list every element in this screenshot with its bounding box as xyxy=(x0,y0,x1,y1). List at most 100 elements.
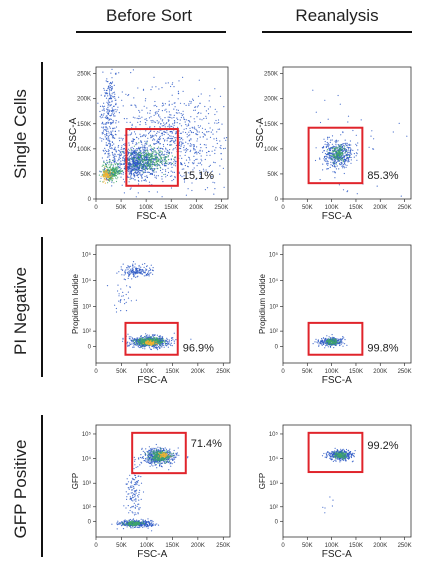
data-point xyxy=(156,105,158,108)
data-point xyxy=(173,114,175,116)
data-point xyxy=(172,171,174,173)
data-point xyxy=(175,161,177,163)
data-point xyxy=(147,150,149,152)
data-point xyxy=(106,101,108,103)
data-point xyxy=(113,172,115,174)
data-point xyxy=(150,264,152,266)
data-point xyxy=(136,338,139,340)
data-point xyxy=(125,93,127,95)
data-point xyxy=(171,166,173,168)
data-point xyxy=(130,178,132,180)
data-point xyxy=(154,139,156,141)
data-point xyxy=(173,116,175,119)
data-point xyxy=(330,344,332,346)
data-point xyxy=(335,147,337,149)
data-point xyxy=(190,101,192,103)
data-point xyxy=(131,150,133,152)
data-point xyxy=(326,150,328,152)
data-point xyxy=(212,181,214,183)
data-point xyxy=(150,160,152,163)
data-point xyxy=(121,145,123,147)
data-point xyxy=(159,335,162,337)
data-point xyxy=(196,165,198,167)
data-point xyxy=(151,172,153,174)
data-point xyxy=(335,343,337,345)
data-point xyxy=(344,152,346,154)
data-point xyxy=(115,155,117,157)
data-point xyxy=(145,180,147,182)
data-point xyxy=(141,174,143,176)
data-point xyxy=(165,156,167,158)
data-point xyxy=(191,182,193,184)
data-point xyxy=(128,165,131,167)
data-point xyxy=(137,346,139,348)
data-point xyxy=(109,179,111,181)
data-point xyxy=(347,160,350,162)
data-point xyxy=(189,134,191,136)
data-point xyxy=(134,133,137,135)
data-point xyxy=(136,117,138,119)
data-point xyxy=(344,148,346,150)
data-point xyxy=(179,140,181,142)
data-point xyxy=(200,158,202,160)
data-point xyxy=(176,109,178,111)
data-point xyxy=(117,173,119,175)
data-point xyxy=(142,89,145,91)
data-point xyxy=(171,152,173,154)
y-tick-label: 100K xyxy=(264,147,278,153)
data-point xyxy=(106,130,108,132)
data-point xyxy=(106,132,108,134)
data-point xyxy=(349,147,351,149)
data-point xyxy=(141,155,143,157)
data-point xyxy=(190,131,192,133)
data-point xyxy=(148,181,151,183)
data-point xyxy=(142,336,144,339)
data-point xyxy=(326,141,328,144)
data-point xyxy=(109,114,111,117)
data-point xyxy=(168,135,171,137)
data-point xyxy=(160,155,162,157)
data-point xyxy=(177,90,179,92)
data-point xyxy=(150,272,152,274)
data-point xyxy=(334,177,336,179)
data-point xyxy=(150,336,152,338)
y-axis-label: Propidium Iodide xyxy=(258,273,267,334)
data-point xyxy=(373,138,375,140)
data-point xyxy=(118,293,120,295)
y-tick-label: 10² xyxy=(269,329,278,335)
data-point xyxy=(129,173,131,175)
data-point xyxy=(171,345,173,347)
data-point xyxy=(138,170,140,172)
data-point xyxy=(109,88,111,90)
data-point xyxy=(190,149,192,151)
data-point xyxy=(144,153,146,155)
data-point xyxy=(201,160,203,162)
data-point xyxy=(122,148,124,150)
data-point xyxy=(106,117,108,119)
data-point xyxy=(120,154,122,156)
data-point xyxy=(135,126,137,128)
data-point xyxy=(172,123,174,125)
data-point xyxy=(122,138,124,140)
data-point xyxy=(103,89,105,91)
data-point xyxy=(327,163,329,165)
data-point xyxy=(219,146,221,149)
data-point xyxy=(211,176,213,178)
data-point xyxy=(143,105,145,107)
data-point xyxy=(329,339,331,341)
data-point xyxy=(340,144,342,146)
gate-percent-label: 96.9% xyxy=(183,343,214,355)
data-point xyxy=(121,274,123,276)
data-point xyxy=(108,143,110,145)
data-point xyxy=(349,153,351,155)
data-point xyxy=(107,128,109,130)
data-point xyxy=(131,132,133,134)
data-point xyxy=(144,154,146,156)
data-point xyxy=(136,157,138,159)
data-point xyxy=(133,345,135,347)
data-point xyxy=(129,121,131,123)
data-point xyxy=(128,142,130,144)
data-point xyxy=(114,154,116,156)
data-point xyxy=(130,133,132,135)
data-point xyxy=(153,143,155,145)
